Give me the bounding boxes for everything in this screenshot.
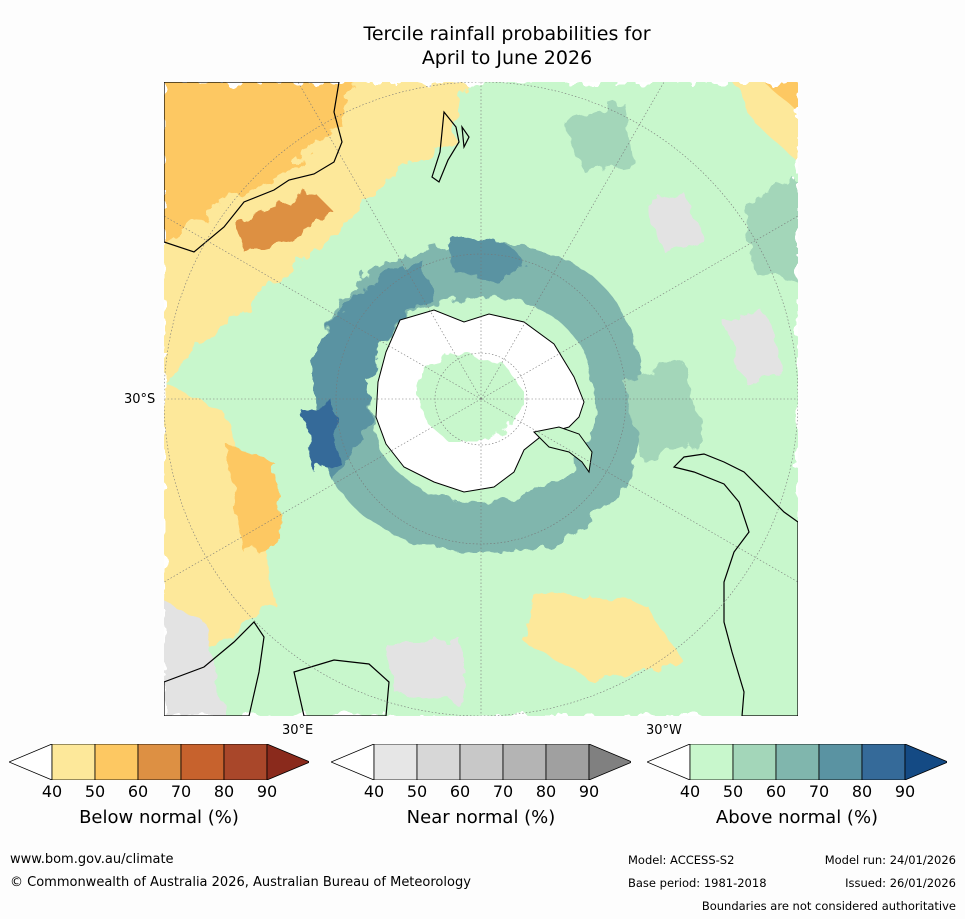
south-america (672, 453, 798, 716)
colorbar-tick-label: 50 (84, 782, 106, 801)
colorbar-tick-label: 80 (535, 782, 557, 801)
copyright-text: © Commonwealth of Australia 2026, Austra… (10, 875, 471, 890)
graticule (164, 82, 798, 716)
longitude-label-30w: 30°W (646, 723, 682, 738)
colorbar-under-triangle (331, 744, 375, 780)
southern-africa (164, 621, 265, 716)
disclaimer-text: Boundaries are not considered authoritat… (701, 899, 956, 913)
colorbar-near-title: Near normal (%) (406, 807, 556, 828)
latitude-label: 30°S (124, 392, 156, 407)
polar-map (164, 82, 798, 716)
colorbar-segment (861, 744, 906, 780)
colorbar-tick-label: 70 (808, 782, 830, 801)
colorbar-over-triangle (588, 744, 631, 780)
colorbar-segment (502, 744, 547, 780)
colorbar-tick-label: 60 (765, 782, 787, 801)
colorbar-tick-label: 40 (363, 782, 385, 801)
colorbar-over-triangle (904, 744, 947, 780)
colorbar-tick-label: 80 (213, 782, 235, 801)
colorbar-segment (459, 744, 504, 780)
model-text: Model: ACCESS-S2 (628, 853, 735, 867)
colorbar-segment (689, 744, 734, 780)
colorbar-over-triangle (266, 744, 309, 780)
colorbar-above-title: Above normal (%) (715, 807, 879, 828)
colorbar-tick-label: 60 (127, 782, 149, 801)
base-period-text: Base period: 1981-2018 (628, 876, 767, 890)
colorbar-below-title: Below normal (%) (79, 807, 239, 828)
colorbar-segment (818, 744, 863, 780)
madagascar (293, 659, 390, 716)
colorbar-tick-label: 80 (851, 782, 873, 801)
colorbar-tick-label: 70 (492, 782, 514, 801)
colorbar-tick-label: 90 (256, 782, 278, 801)
colorbar-segment (545, 744, 590, 780)
colorbar-segment (223, 744, 268, 780)
colorbar-below-svg (9, 744, 309, 780)
issued-text: Issued: 26/01/2026 (845, 876, 956, 890)
longitude-label-30e: 30°E (282, 723, 314, 738)
colorbar-under-triangle (9, 744, 53, 780)
colorbar-tick-label: 50 (722, 782, 744, 801)
colorbar-tick-label: 60 (449, 782, 471, 801)
map-title: Tercile rainfall probabilities for April… (0, 22, 965, 70)
colorbar-segment (732, 744, 777, 780)
colorbar-tick-label: 50 (406, 782, 428, 801)
colorbar-tick-label: 40 (679, 782, 701, 801)
australia (164, 82, 343, 253)
colorbar-tick-label: 90 (894, 782, 916, 801)
colorbar-tick-label: 40 (41, 782, 63, 801)
colorbar-segment (94, 744, 139, 780)
colorbar-segment (775, 744, 820, 780)
colorbar-segment (137, 744, 182, 780)
new-zealand (431, 110, 470, 183)
title-line-2: April to June 2026 (421, 47, 593, 69)
colorbar-segment (373, 744, 418, 780)
colorbar-above-svg (647, 744, 947, 780)
colorbar-segment (180, 744, 225, 780)
colorbar-segment (416, 744, 461, 780)
colorbar-tick-label: 90 (578, 782, 600, 801)
colorbar-tick-label: 70 (170, 782, 192, 801)
title-line-1: Tercile rainfall probabilities for (363, 23, 651, 45)
colorbar-segment (51, 744, 96, 780)
colorbar-near-svg (331, 744, 631, 780)
colorbar-under-triangle (647, 744, 691, 780)
website-text: www.bom.gov.au/climate (10, 852, 174, 867)
model-run-text: Model run: 24/01/2026 (824, 853, 956, 867)
